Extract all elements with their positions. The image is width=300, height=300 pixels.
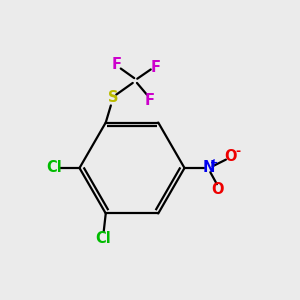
Text: S: S	[108, 89, 119, 104]
Text: O: O	[211, 182, 224, 197]
Text: F: F	[111, 56, 121, 71]
Text: -: -	[235, 145, 241, 158]
Text: O: O	[224, 149, 237, 164]
Text: F: F	[144, 92, 154, 107]
Text: Cl: Cl	[46, 160, 62, 175]
Text: N: N	[203, 160, 215, 175]
Text: +: +	[210, 158, 219, 168]
Text: Cl: Cl	[95, 231, 111, 246]
Text: F: F	[150, 59, 160, 74]
